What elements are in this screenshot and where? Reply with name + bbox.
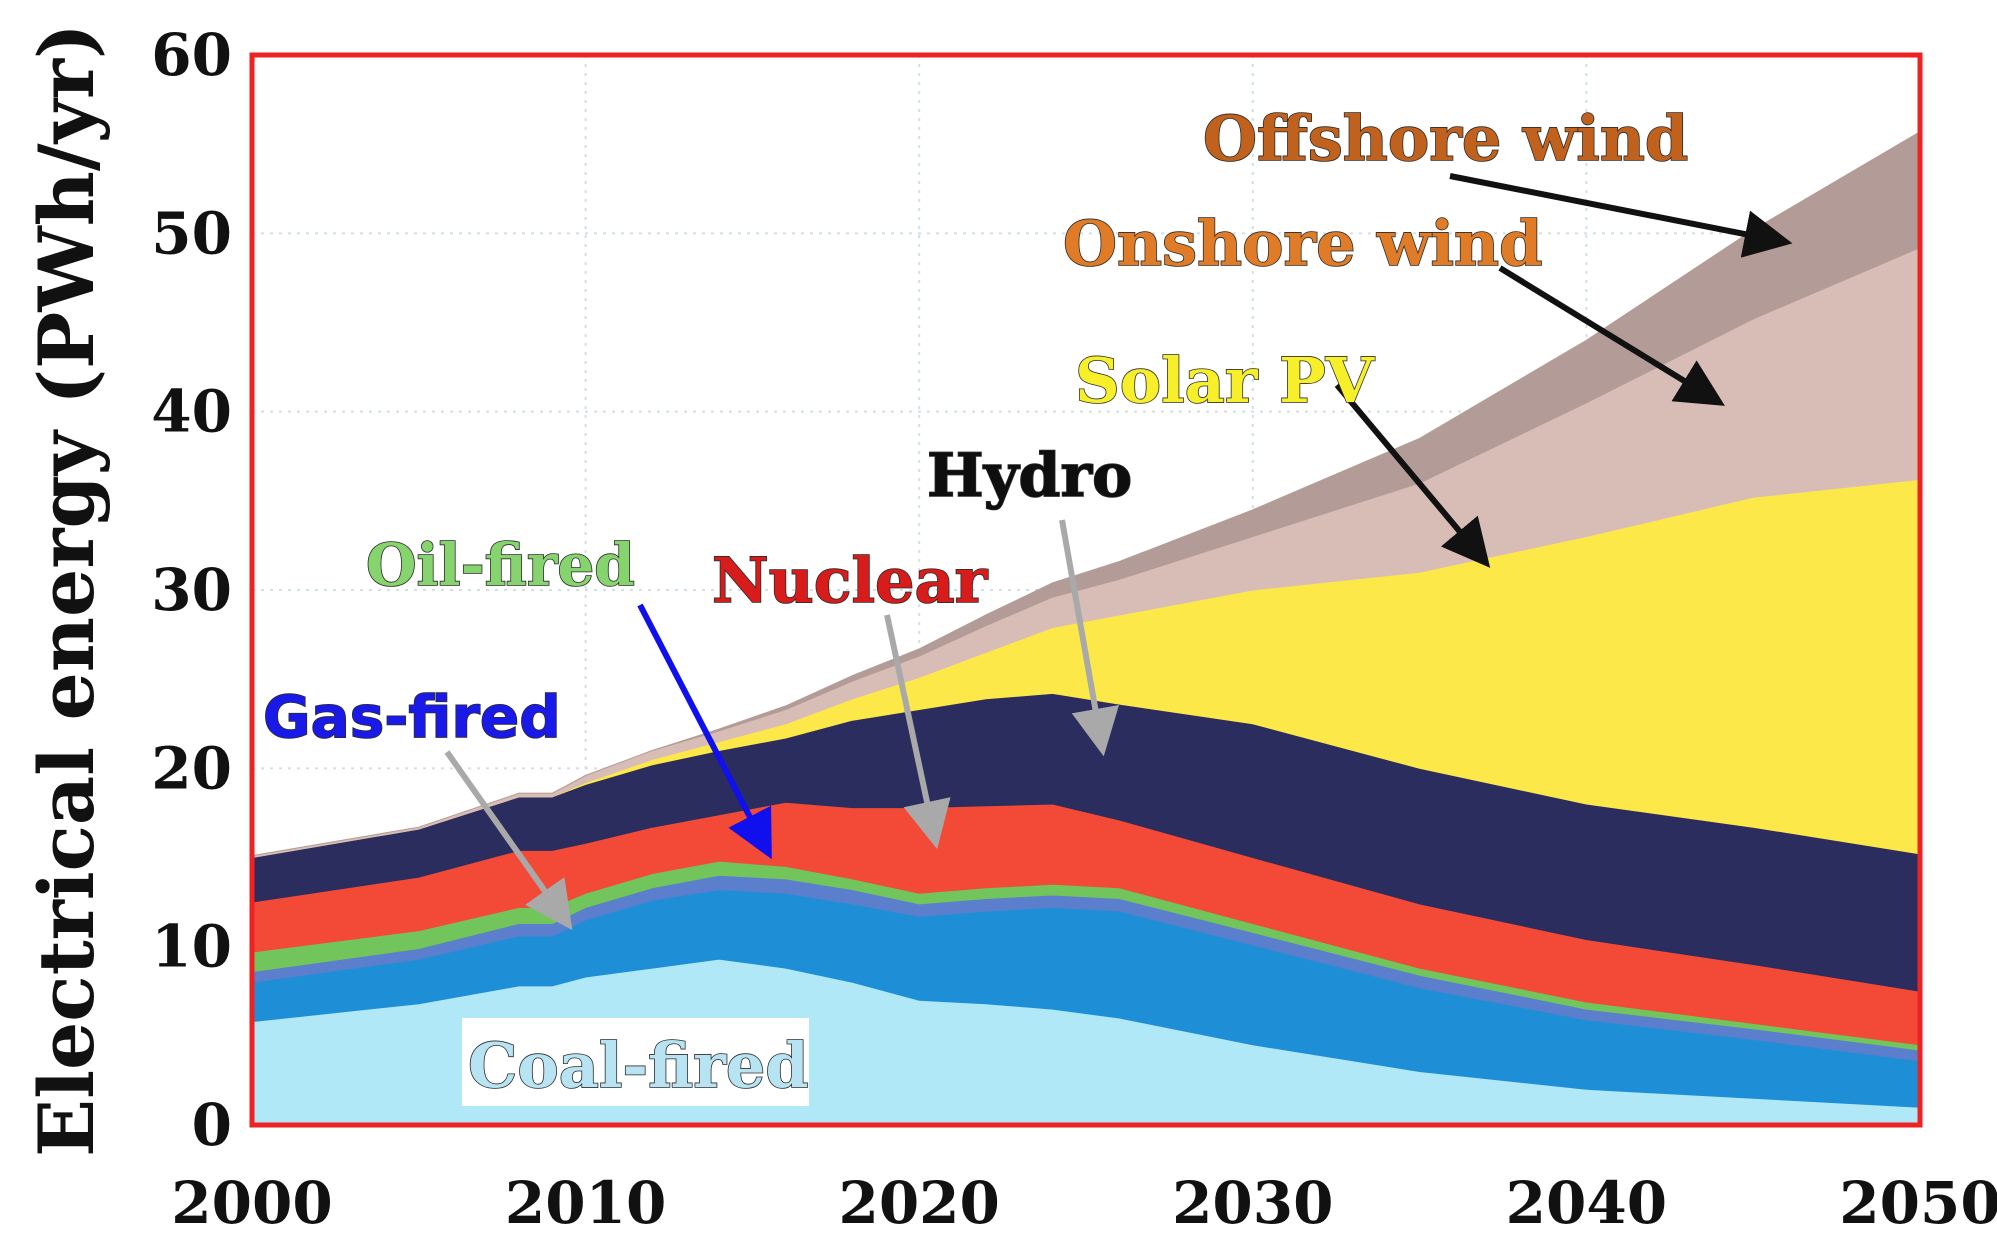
label-nuclear: Nuclear (712, 544, 989, 617)
x-tick-2030: 2030 (1172, 1169, 1333, 1237)
arrow-hydro (1059, 519, 1120, 757)
y-tick-0: 0 (192, 1091, 232, 1159)
y-tick-40: 40 (151, 378, 232, 446)
y-axis-ticks: 0 10 20 30 40 50 60 (151, 21, 232, 1159)
label-solar-pv: Solar PV (1075, 344, 1375, 417)
arrow-onshore-wind (1498, 265, 1725, 406)
y-tick-10: 10 (151, 913, 232, 981)
arrow-nuclear (884, 614, 951, 850)
arrow-solar-pv (1334, 383, 1491, 568)
label-gas-fired: Gas-fired (263, 683, 561, 751)
plot-frame (249, 52, 1923, 1128)
label-offshore-wind: Offshore wind (1203, 102, 1688, 175)
label-coal-fired: Coal-fired (468, 1029, 809, 1102)
coal-label-box (462, 1018, 809, 1106)
y-tick-60: 60 (151, 21, 232, 89)
arrow-gas-fired (444, 750, 573, 931)
stacked-areas (252, 131, 1920, 1125)
y-tick-30: 30 (151, 556, 232, 624)
arrow-oil-fired (637, 603, 772, 860)
annotation-arrows (444, 173, 1793, 931)
x-tick-2020: 2020 (838, 1169, 999, 1237)
x-tick-2010: 2010 (505, 1169, 666, 1237)
x-axis-ticks: 2000 2010 2020 2030 2040 2050 (171, 1169, 1997, 1237)
annotation-labels: Offshore wind Onshore wind Solar PV Hydr… (262, 101, 1689, 1103)
y-tick-50: 50 (151, 199, 232, 267)
x-tick-2000: 2000 (171, 1169, 332, 1237)
label-onshore-wind: Onshore wind (1063, 207, 1542, 280)
y-tick-20: 20 (151, 734, 232, 802)
x-tick-2050: 2050 (1839, 1169, 1997, 1237)
y-axis-label: Electrical energy (PWh/yr) (22, 23, 111, 1157)
x-tick-2040: 2040 (1506, 1169, 1667, 1237)
label-hydro: Hydro (927, 441, 1132, 511)
arrow-offshore-wind (1449, 173, 1793, 258)
label-oil-fired: Oil-fired (366, 531, 635, 599)
